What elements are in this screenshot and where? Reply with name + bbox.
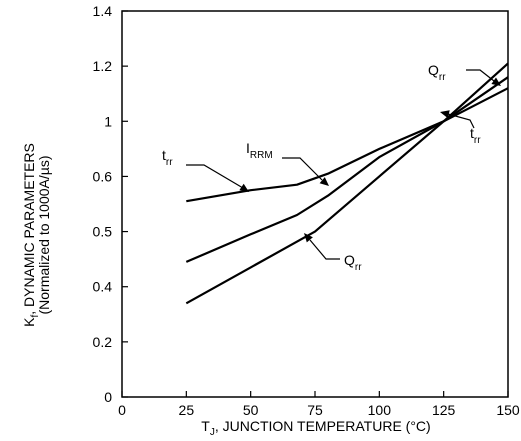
series-line-q-rr (185, 62, 509, 305)
y-tick-label: 1 (104, 113, 112, 129)
y-tick-label: 1.4 (93, 3, 113, 19)
x-tick-label: 50 (243, 402, 259, 418)
x-tick-label: 125 (432, 402, 456, 418)
annotation-leader (309, 239, 340, 260)
annotation-t-rr: trr (440, 110, 481, 146)
y-axis-title-sub: f (30, 315, 41, 318)
annotation-label: trr (162, 147, 173, 168)
y-axis-title-main: K (21, 317, 37, 327)
annotation-arrowhead (239, 183, 249, 192)
svg-text:Kf, DYNAMIC PARAMETERS: Kf, DYNAMIC PARAMETERS (21, 143, 41, 327)
y-axis-title: Kf, DYNAMIC PARAMETERS (Normalized to 10… (21, 143, 52, 327)
y-axis-title-line2: (Normalized to 1000A/µs) (36, 155, 52, 314)
y-tick-label: 0.4 (93, 279, 113, 295)
annotation-t-rr: trr (162, 147, 249, 192)
annotation-label: Qrr (428, 62, 446, 83)
y-axis-title-rest: , DYNAMIC PARAMETERS (21, 143, 37, 315)
y-tick-label: 0 (104, 389, 112, 405)
annotation-leader (282, 157, 323, 181)
annotation-arrowhead (491, 77, 501, 86)
annotations: trr IRRM Qrr Qrr trr (162, 62, 501, 273)
x-tick-label: 150 (496, 402, 520, 418)
series-line-t-rr (186, 87, 509, 203)
annotation-leader (466, 69, 495, 82)
series-line-i-rrm (185, 76, 509, 263)
y-tick-label: 1.2 (93, 58, 113, 74)
annotation-label: Qrr (344, 252, 362, 273)
annotation-label: IRRM (246, 140, 273, 161)
annotation-i-rrm: IRRM (246, 140, 329, 186)
annotation-arrowhead (319, 177, 329, 186)
annotation-q-rr: Qrr (304, 233, 362, 273)
annotation-leader (447, 113, 475, 129)
x-tick-label: 75 (307, 402, 323, 418)
x-tick-label: 100 (368, 402, 392, 418)
annotation-q-rr: Qrr (428, 62, 501, 86)
y-tick-label: 0.5 (93, 224, 113, 240)
series-lines (185, 62, 509, 305)
annotation-arrowhead (440, 110, 450, 119)
annotation-leader (186, 164, 244, 189)
y-tick-label: 0.2 (93, 334, 113, 350)
y-ticks: 0 0.2 0.4 0.5 0.6 1 1.2 1.4 (93, 3, 128, 405)
x-tick-label: 0 (118, 402, 126, 418)
x-axis-title-main: T (201, 418, 210, 434)
y-tick-label: 0.6 (93, 168, 113, 184)
x-axis-title-rest: , JUNCTION TEMPERATURE (°C) (215, 418, 431, 434)
x-axis-title-sub: J (210, 427, 215, 438)
x-axis-title: TJ, JUNCTION TEMPERATURE (°C) (201, 418, 430, 438)
annotation-arrowhead (304, 233, 313, 243)
x-ticks: 0 25 50 75 100 125 150 (118, 391, 520, 418)
annotation-label: trr (470, 125, 481, 146)
x-tick-label: 25 (179, 402, 195, 418)
